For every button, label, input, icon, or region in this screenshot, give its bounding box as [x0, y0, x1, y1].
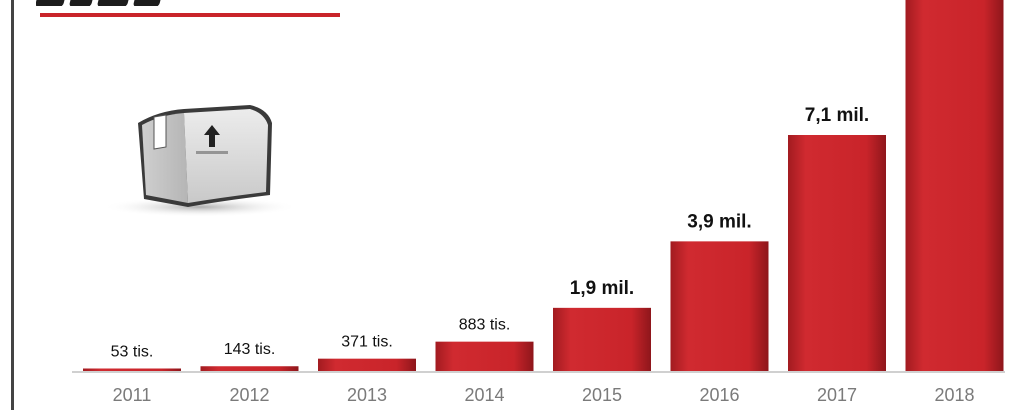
data-label-2012: 143 tis. — [224, 341, 276, 358]
data-label-2014: 883 tis. — [459, 317, 511, 334]
x-tick-label-2016: 2016 — [699, 385, 739, 405]
data-label-2017: 7,1 mil. — [805, 105, 869, 126]
x-tick-label-2018: 2018 — [934, 385, 974, 405]
frame-border — [11, 0, 14, 410]
bar-2015 — [553, 307, 651, 371]
bar-2017 — [788, 135, 886, 371]
x-tick-label-2012: 2012 — [229, 385, 269, 405]
x-tick-label-2013: 2013 — [347, 385, 387, 405]
heading-underline — [40, 13, 340, 17]
bar-2014 — [435, 341, 534, 371]
bar-2012 — [200, 366, 299, 371]
x-tick-label-2015: 2015 — [582, 385, 622, 405]
data-label-2016: 3,9 mil. — [687, 211, 751, 232]
bar-2011 — [83, 368, 181, 371]
x-tick-label-2011: 2011 — [113, 385, 152, 405]
data-label-2015: 1,9 mil. — [570, 278, 634, 299]
parcel-box-icon — [100, 95, 300, 220]
bar-2016 — [670, 241, 769, 371]
x-tick-label-2014: 2014 — [464, 385, 504, 405]
data-label-2013: 371 tis. — [341, 334, 393, 351]
bar-2018 — [905, 0, 1004, 371]
data-label-2011: 53 tis. — [111, 344, 154, 361]
bar-2013 — [318, 358, 416, 371]
x-tick-label-2017: 2017 — [817, 385, 857, 405]
